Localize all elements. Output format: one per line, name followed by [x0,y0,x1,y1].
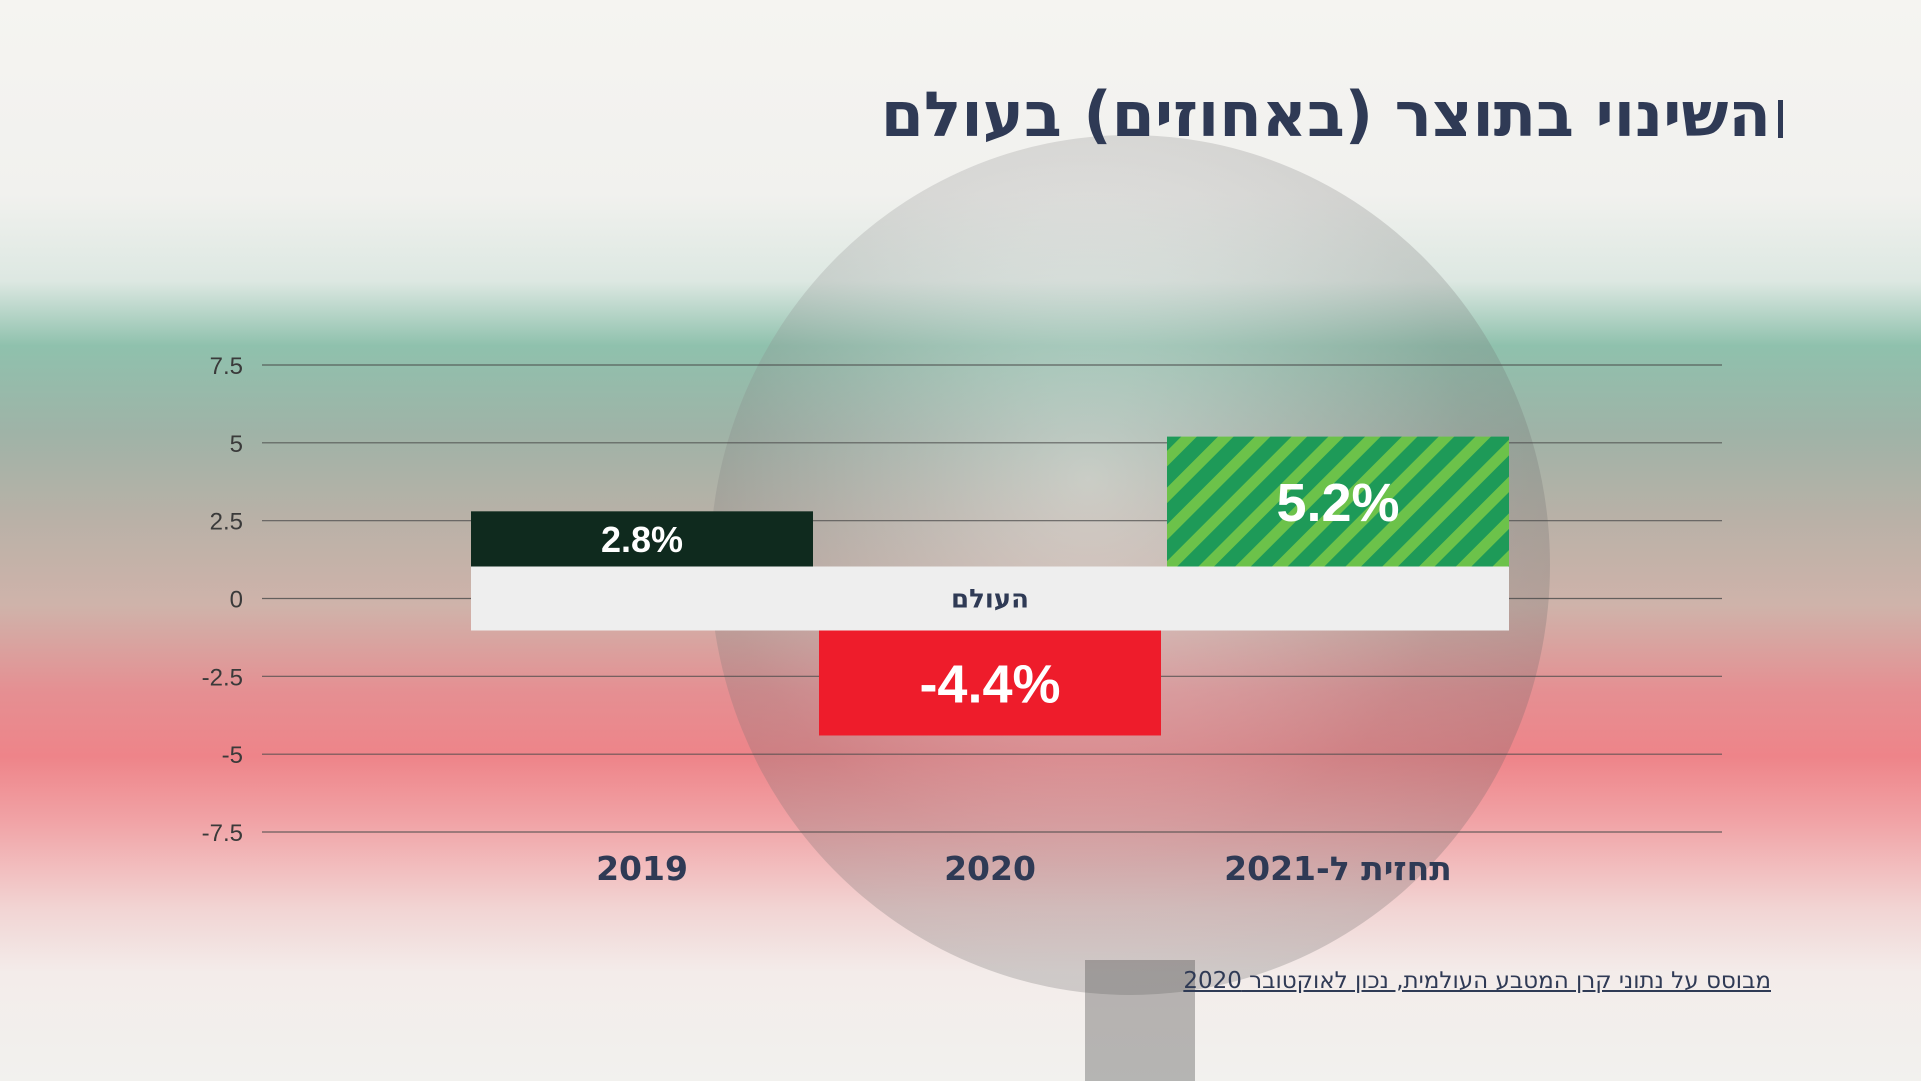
y-tick-label: -7.5 [202,820,243,847]
y-axis-ticks: 7.5 5 2.5 0 -2.5 -5 -7.5 [202,353,243,847]
chart-title: השינוי בתוצר (באחוזים) בעולם [880,78,1771,151]
title-accent-bar [1778,100,1783,138]
y-tick-label: 0 [230,587,243,614]
x-axis-labels: 2019 2020 תחזית ל-2021 [596,849,1452,888]
y-tick-label: -2.5 [202,664,243,691]
zero-band-label: העולם [951,585,1029,615]
value-label: -4.4% [919,654,1060,714]
value-label: 2.8% [601,519,683,560]
value-label: 5.2% [1276,473,1399,533]
x-tick-label: תחזית ל-2021 [1224,849,1452,888]
y-tick-label: 5 [230,431,243,458]
value-labels: 2.8% -4.4% 5.2% [601,473,1400,714]
x-tick-label: 2020 [944,849,1036,888]
bar-2019 [471,511,813,567]
y-tick-label: -5 [222,742,243,769]
bars [471,436,1509,736]
x-tick-label: 2019 [596,849,688,888]
zero-band: העולם [471,566,1509,631]
y-tick-label: 2.5 [210,509,243,536]
source-footnote: מבוסס על נתוני קרן המטבע העולמית, נכון ל… [1183,968,1771,994]
zero-band-rect [471,566,1509,631]
bar-תחזית ל-2021 [1167,436,1509,567]
y-tick-label: 7.5 [210,353,243,380]
bar-2020 [819,630,1161,736]
